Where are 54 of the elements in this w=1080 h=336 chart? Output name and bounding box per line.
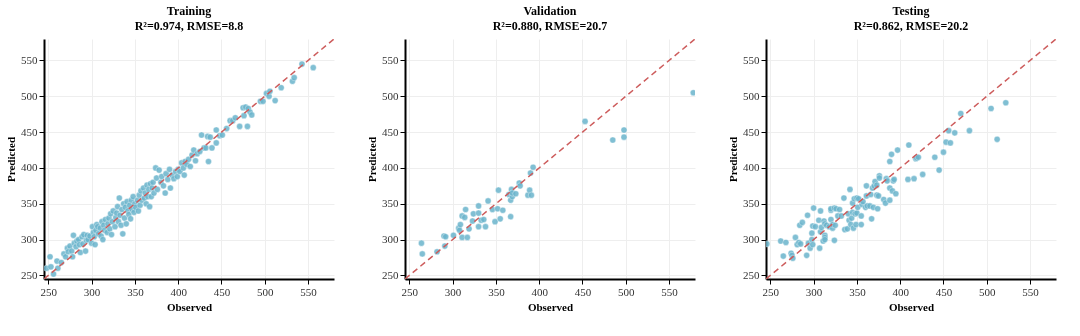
x-axis-title: Observed	[166, 300, 213, 313]
y-tick-label: 250	[382, 268, 399, 281]
x-tick-label: 300	[83, 285, 101, 298]
y-tick-label: 350	[743, 197, 760, 210]
y-tick-label: 450	[743, 125, 760, 138]
x-tick-label: 550	[1022, 285, 1040, 298]
y-tick-label: 550	[382, 53, 399, 66]
y-tick-label: 500	[743, 89, 760, 102]
y-tick-label: 450	[382, 125, 399, 138]
y-tick-label: 300	[21, 233, 38, 246]
x-tick-label: 350	[488, 285, 506, 298]
y-axis-title: Predicted	[727, 136, 739, 183]
x-tick-label: 500	[979, 285, 996, 298]
chart-subtitle: R²=0.880, RMSE=20.7	[492, 19, 608, 33]
x-tick-label: 500	[257, 285, 274, 298]
y-tick-label: 400	[743, 161, 760, 174]
chart-title: Validation	[523, 4, 577, 18]
x-tick-label: 400	[892, 285, 910, 298]
y-axis-title: Predicted	[5, 136, 17, 183]
x-tick-label: 300	[805, 285, 823, 298]
x-axis-title: Observed	[527, 300, 574, 313]
x-tick-label: 450	[213, 285, 231, 298]
x-axis-title: Observed	[888, 300, 935, 313]
x-tick-label: 450	[935, 285, 953, 298]
x-tick-label: 400	[531, 285, 549, 298]
y-tick-label: 450	[21, 125, 38, 138]
y-tick-label: 400	[382, 161, 399, 174]
y-tick-label: 350	[21, 197, 38, 210]
y-tick-label: 250	[743, 268, 760, 281]
x-tick-label: 250	[762, 285, 780, 298]
x-tick-label: 450	[574, 285, 592, 298]
x-tick-label: 350	[127, 285, 145, 298]
y-axis-title: Predicted	[366, 136, 378, 183]
chart-title: Training	[166, 4, 212, 18]
y-tick-label: 400	[21, 161, 38, 174]
y-tick-label: 300	[743, 233, 760, 246]
chart-subtitle: R²=0.974, RMSE=8.8	[134, 19, 244, 33]
y-tick-label: 300	[382, 233, 399, 246]
y-tick-label: 500	[382, 89, 399, 102]
chart-title: Testing	[892, 4, 930, 18]
y-tick-label: 500	[21, 89, 38, 102]
x-tick-label: 400	[170, 285, 188, 298]
y-tick-label: 550	[743, 53, 760, 66]
x-tick-label: 250	[40, 285, 58, 298]
x-tick-label: 550	[661, 285, 679, 298]
x-tick-label: 550	[300, 285, 318, 298]
x-tick-label: 300	[444, 285, 462, 298]
x-tick-label: 500	[618, 285, 635, 298]
y-tick-label: 250	[21, 268, 38, 281]
x-tick-label: 250	[401, 285, 419, 298]
y-tick-label: 550	[21, 53, 38, 66]
x-tick-label: 350	[849, 285, 867, 298]
y-tick-label: 350	[382, 197, 399, 210]
chart-subtitle: R²=0.862, RMSE=20.2	[853, 19, 969, 33]
